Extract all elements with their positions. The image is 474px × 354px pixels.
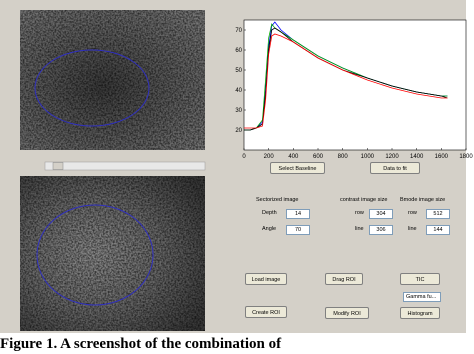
- edit-box[interactable]: 304: [369, 209, 393, 219]
- button[interactable]: Histogram: [400, 307, 440, 319]
- edit-box[interactable]: 14: [286, 209, 310, 219]
- y-tick-label: 60: [235, 48, 242, 54]
- x-tick-label: 200: [264, 154, 275, 160]
- edit-box[interactable]: 70: [286, 225, 310, 235]
- button[interactable]: Modify ROI: [325, 307, 369, 319]
- y-tick-label: 20: [235, 128, 242, 134]
- caption: Figure 1. A screenshot of the combinatio…: [0, 336, 282, 352]
- label: Bmode image size: [400, 197, 446, 203]
- button[interactable]: Load image: [245, 273, 287, 285]
- x-tick-label: 1000: [361, 154, 375, 160]
- label: Depth: [262, 210, 277, 216]
- series-line: [244, 27, 448, 131]
- button[interactable]: Create ROI: [245, 306, 287, 318]
- button[interactable]: Select Baseline: [270, 162, 325, 174]
- roi-bottom: [36, 204, 154, 306]
- label: line: [408, 226, 417, 232]
- roi-top: [34, 49, 150, 127]
- speckle: [20, 176, 205, 331]
- series-line: [244, 33, 448, 129]
- label: contrast image size: [340, 197, 388, 203]
- x-tick-label: 600: [313, 154, 324, 160]
- x-tick-label: 1400: [410, 154, 424, 160]
- slider-thumb[interactable]: [52, 162, 64, 170]
- label: line: [355, 226, 364, 232]
- label: Sectorized image: [256, 197, 299, 203]
- edit-box[interactable]: 144: [426, 225, 450, 235]
- y-tick-label: 50: [235, 68, 242, 74]
- x-tick-label: 800: [338, 154, 349, 160]
- button[interactable]: Drag ROI: [325, 273, 363, 285]
- edit-box[interactable]: 512: [426, 209, 450, 219]
- x-tick-label: 1200: [385, 154, 399, 160]
- y-tick-label: 40: [235, 88, 242, 94]
- y-tick-label: 70: [235, 28, 242, 34]
- label: Angle: [262, 226, 277, 232]
- label: row: [355, 210, 364, 216]
- x-tick-label: 1600: [435, 154, 449, 160]
- popup-menu[interactable]: Gamma fu...: [403, 292, 441, 302]
- x-tick-label: 1800: [459, 154, 473, 160]
- plot-area: [243, 19, 467, 151]
- button[interactable]: Data to fit: [370, 162, 420, 174]
- x-tick-label: 0: [242, 154, 246, 160]
- y-tick-label: 30: [235, 108, 242, 114]
- x-tick-label: 400: [288, 154, 299, 160]
- edit-box[interactable]: 306: [369, 225, 393, 235]
- slider[interactable]: [44, 161, 206, 171]
- label: row: [408, 210, 417, 216]
- speckle: [20, 10, 205, 150]
- button[interactable]: TIC: [400, 273, 440, 285]
